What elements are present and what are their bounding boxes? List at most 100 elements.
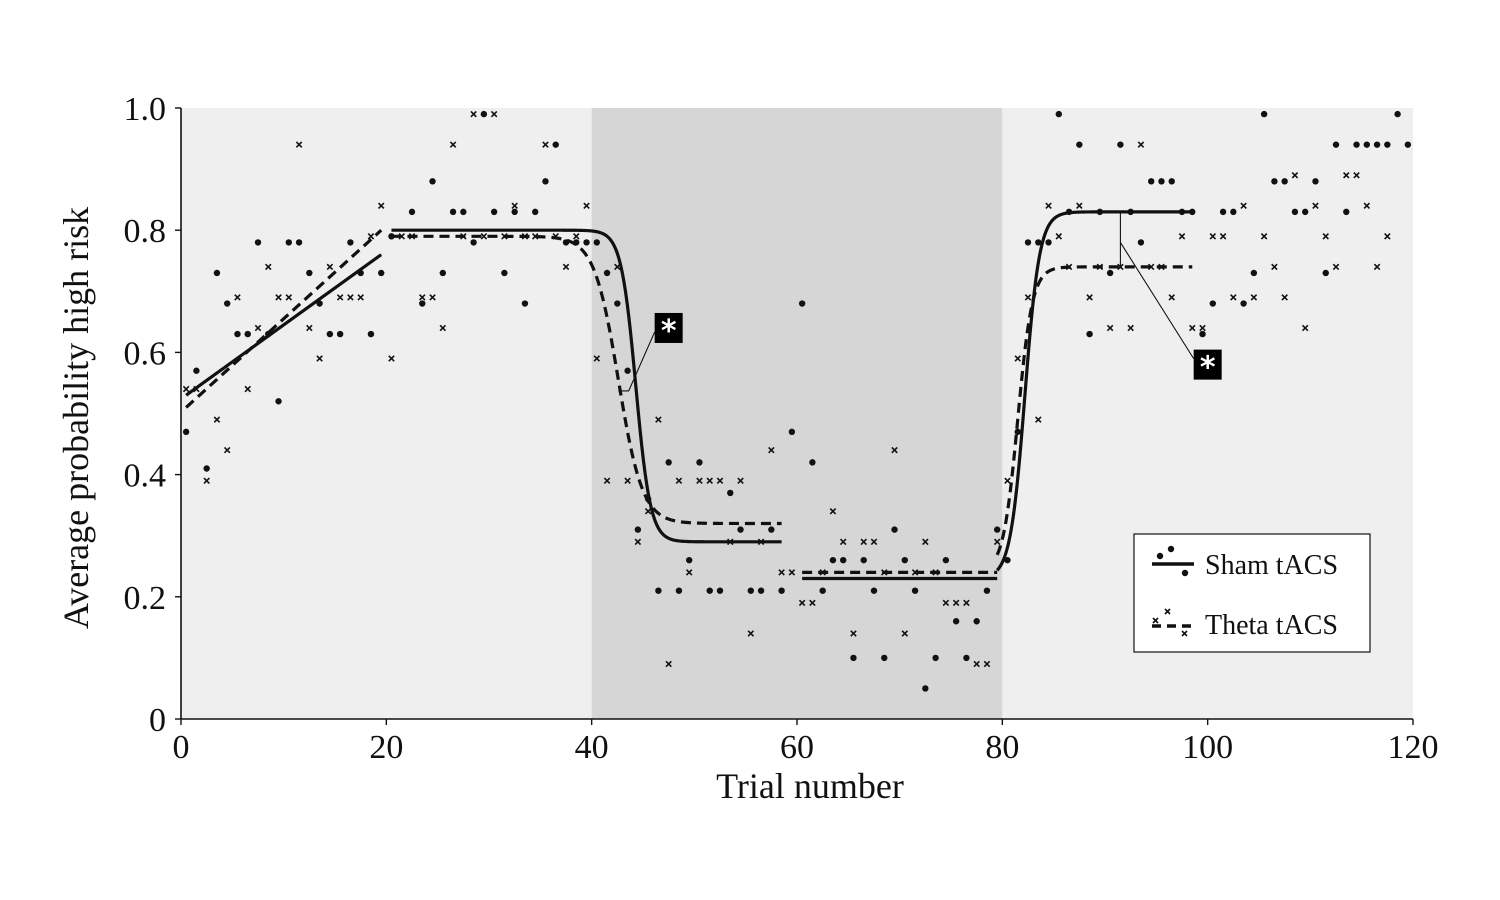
point-sham — [1045, 239, 1052, 246]
point-theta — [716, 477, 724, 484]
point-theta — [1271, 263, 1278, 271]
point-sham — [336, 330, 344, 338]
point-theta — [203, 477, 210, 484]
point-sham — [1404, 141, 1412, 148]
point-sham — [367, 330, 375, 338]
point-theta — [316, 355, 323, 362]
point-theta — [1209, 233, 1217, 240]
point-sham — [1332, 141, 1340, 148]
point-sham — [922, 685, 929, 692]
point-theta — [1219, 233, 1227, 240]
point-sham — [901, 556, 908, 564]
point-sham — [747, 587, 754, 594]
legend-entry-sham: Sham tACS — [1152, 545, 1338, 581]
point-sham — [408, 208, 416, 216]
point-theta — [1373, 263, 1381, 271]
point-theta — [1086, 294, 1093, 301]
point-sham — [1250, 269, 1258, 277]
point-sham — [819, 587, 826, 594]
x-tick-label: 80 — [985, 729, 1019, 766]
point-sham — [860, 556, 867, 564]
point-sham — [1230, 208, 1237, 216]
point-theta — [357, 294, 364, 301]
point-sham — [1076, 141, 1083, 148]
point-theta — [562, 263, 570, 271]
point-sham — [1199, 330, 1206, 338]
point-theta — [1250, 294, 1258, 301]
point-theta — [542, 141, 549, 148]
point-theta — [1384, 233, 1391, 240]
point-sham — [213, 269, 221, 277]
point-sham — [1024, 239, 1032, 246]
point-theta — [809, 599, 816, 607]
theta-fit-segment-2 — [391, 234, 782, 526]
point-sham — [1394, 110, 1401, 118]
point-sham — [963, 654, 970, 662]
shaded-block-1 — [181, 108, 592, 719]
point-theta — [983, 660, 991, 668]
point-sham — [593, 239, 600, 246]
x-tick-labels: 0 20 40 60 80 100 120 — [173, 729, 1439, 766]
axes — [175, 107, 1414, 725]
point-theta — [480, 233, 488, 240]
legend-entry-theta: Theta tACS — [1152, 608, 1338, 641]
point-sham — [1004, 556, 1011, 564]
point-sham — [1291, 208, 1299, 216]
point-theta — [573, 233, 580, 240]
point-sham — [285, 239, 292, 246]
point-theta — [583, 202, 590, 210]
point-theta — [1230, 294, 1237, 301]
point-sham — [1363, 141, 1371, 148]
significance-marker-1: * — [618, 312, 683, 392]
significance-annotations: ** — [618, 211, 1222, 392]
point-theta — [1076, 202, 1083, 210]
point-sham — [244, 330, 251, 338]
point-theta — [706, 477, 713, 484]
point-theta — [860, 538, 867, 546]
point-sham — [521, 300, 529, 307]
x-tick-label: 0 — [173, 729, 190, 766]
point-sham — [583, 239, 590, 246]
point-sham — [552, 141, 559, 148]
point-theta — [1189, 324, 1196, 332]
point-theta — [285, 294, 293, 301]
asterisk-label: * — [1200, 351, 1216, 386]
point-theta — [511, 202, 518, 210]
y-tick-label: 0.8 — [124, 213, 167, 250]
point-theta — [788, 569, 796, 576]
point-theta — [685, 569, 693, 576]
point-theta — [244, 385, 251, 393]
point-sham — [891, 526, 898, 533]
point-theta — [696, 477, 703, 484]
x-tick-label: 100 — [1182, 729, 1233, 766]
point-sham — [716, 587, 724, 594]
annotation-leader-line — [1119, 211, 1195, 359]
point-sham — [1219, 208, 1227, 216]
y-tick-label: 1.0 — [124, 91, 167, 128]
point-sham — [419, 300, 426, 307]
point-theta — [223, 446, 231, 454]
point-sham — [532, 208, 539, 216]
point-theta — [973, 660, 980, 668]
asterisk-box — [1193, 349, 1222, 380]
point-sham — [788, 428, 796, 436]
point-theta — [490, 110, 498, 118]
point-theta — [655, 416, 662, 423]
point-sham — [1373, 141, 1381, 148]
point-sham — [511, 208, 518, 216]
point-sham — [378, 269, 385, 277]
x-tick-label: 20 — [369, 729, 403, 766]
point-sham — [347, 239, 354, 246]
point-sham — [501, 269, 508, 277]
point-theta — [1240, 202, 1247, 210]
point-sham — [480, 110, 488, 118]
point-theta — [839, 538, 847, 546]
point-theta — [1106, 324, 1114, 332]
point-theta — [1353, 171, 1360, 179]
point-theta — [1045, 202, 1052, 210]
point-theta — [234, 294, 241, 301]
point-theta — [1281, 294, 1288, 301]
point-theta — [326, 263, 334, 271]
point-theta — [634, 538, 642, 546]
